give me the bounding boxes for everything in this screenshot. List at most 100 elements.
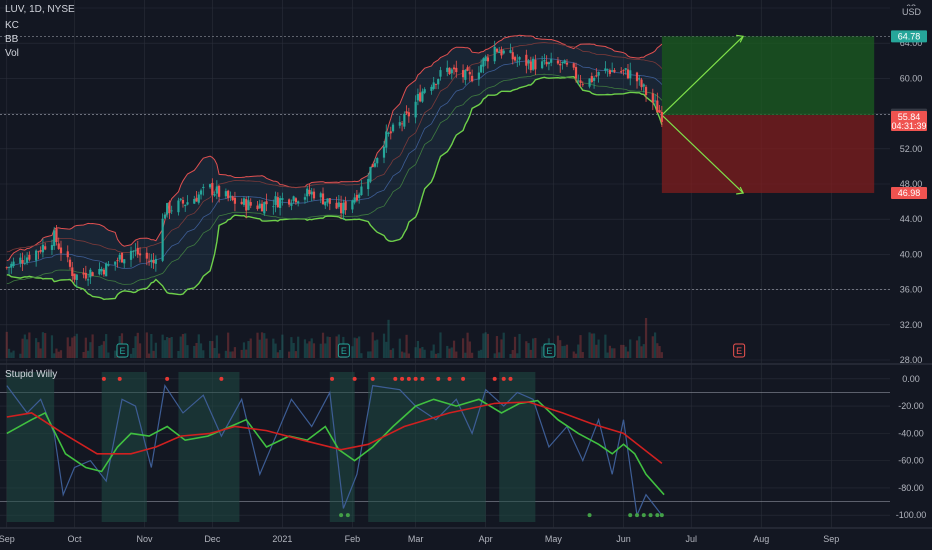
oscillator-title[interactable]: Stupid Willy: [5, 369, 58, 380]
position-tool[interactable]: [661, 34, 875, 195]
candle-body: [550, 59, 553, 63]
candle-body: [556, 60, 560, 64]
volume-bar: [39, 348, 42, 358]
target-arrow: [661, 35, 744, 116]
candle-body: [342, 202, 345, 214]
volume-bar: [224, 350, 227, 358]
candle-body: [26, 257, 29, 263]
x-tick-label: Apr: [479, 534, 493, 544]
volume-bar: [360, 353, 363, 358]
candle-body: [55, 228, 58, 243]
volume-bar: [28, 332, 31, 358]
volume-bar: [525, 341, 528, 358]
candle-body: [653, 100, 657, 102]
volume-bar: [493, 353, 496, 358]
candle-body: [620, 71, 623, 73]
volume-bar: [129, 353, 133, 358]
volume-bar: [260, 332, 264, 358]
volume-bar: [44, 333, 47, 358]
volume-bar: [57, 351, 60, 358]
volume-bar: [581, 352, 584, 358]
volume-bar: [202, 350, 205, 358]
candle-body: [432, 82, 435, 89]
volume-bar: [181, 334, 185, 358]
indicator-bb[interactable]: BB: [5, 34, 19, 45]
kc-upper-line: [6, 42, 663, 254]
volume-bar: [419, 348, 422, 358]
candle-body: [134, 250, 137, 252]
candle-body: [446, 67, 449, 72]
volume-bar: [579, 335, 582, 358]
x-tick-label: Sep: [0, 534, 15, 544]
candle-body: [450, 69, 453, 74]
candle-body: [389, 131, 392, 134]
candle-body: [644, 86, 648, 95]
candle-body: [73, 273, 76, 280]
candle-body: [529, 61, 532, 71]
candle-body: [581, 84, 584, 86]
y-tick-label: 48.00: [900, 179, 923, 189]
candle-body: [328, 198, 331, 204]
candle-body: [75, 274, 78, 280]
candle-body: [39, 250, 42, 252]
red-signal-dot: [413, 376, 418, 381]
candle-body: [68, 259, 72, 267]
price-label-box: [891, 111, 927, 132]
earnings-marker: [733, 343, 746, 358]
candle-body: [211, 182, 214, 195]
volume-bar: [498, 352, 501, 358]
volume-bar: [455, 351, 458, 358]
candle-body: [114, 261, 117, 265]
volume-bar: [480, 349, 483, 358]
candle-body: [170, 210, 173, 212]
osc-y-tick-label: -60.00: [898, 456, 924, 466]
volume-bar: [353, 337, 356, 358]
volume-bar: [405, 334, 408, 358]
x-tick-label: Jun: [616, 534, 631, 544]
indicator-kc[interactable]: KC: [5, 20, 19, 31]
volume-bar: [518, 333, 521, 358]
candle-body: [660, 111, 663, 122]
candle-body: [231, 196, 234, 201]
candle-body: [624, 68, 627, 70]
candle-body: [281, 198, 284, 200]
candle-body: [129, 250, 133, 260]
volume-bar: [355, 338, 359, 358]
volume-bar: [256, 332, 259, 358]
volume-bar: [642, 344, 645, 358]
symbol-title[interactable]: LUV, 1D, NYSE: [5, 4, 75, 15]
candle-body: [5, 267, 8, 269]
volume-bar: [369, 351, 372, 358]
candle-body: [82, 272, 85, 275]
candle-body: [574, 67, 578, 79]
candle-body: [199, 190, 203, 195]
kc-lower-line: [6, 73, 663, 285]
candle-body: [132, 250, 135, 252]
red-signal-dot: [447, 376, 452, 381]
volume-bar: [556, 335, 560, 358]
candle-body: [19, 257, 22, 264]
candles: [5, 40, 663, 288]
volume-bar: [23, 334, 26, 358]
candle-body: [534, 59, 537, 70]
candle-body: [337, 202, 340, 207]
candle-body: [249, 202, 252, 206]
candle-body: [656, 100, 659, 113]
currency-label[interactable]: USD: [901, 7, 921, 17]
candle-body: [123, 259, 126, 264]
candle-body: [312, 191, 316, 199]
candle-body: [227, 190, 230, 199]
volume-bar: [416, 340, 419, 358]
candle-body: [565, 62, 569, 65]
indicator-vol[interactable]: Vol: [5, 48, 19, 59]
candle-body: [229, 195, 232, 197]
price-label: 46.98: [898, 188, 921, 198]
volume-bar: [446, 345, 449, 358]
candle-body: [400, 123, 404, 125]
red-signal-dot: [508, 376, 513, 381]
volume-bar: [577, 344, 580, 358]
volume-bar: [439, 332, 442, 358]
volume-bar: [638, 336, 641, 358]
